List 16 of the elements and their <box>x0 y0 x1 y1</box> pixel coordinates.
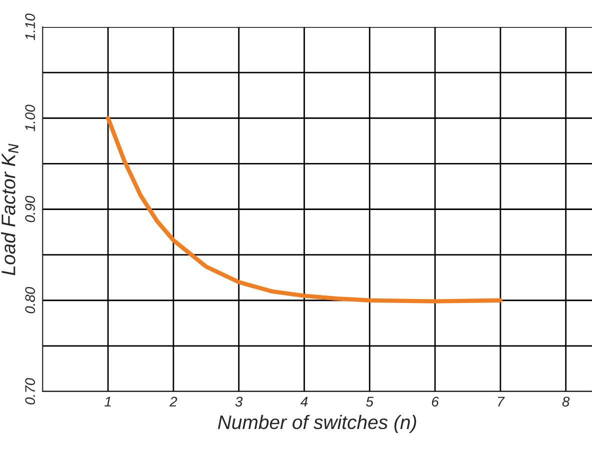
x-axis-title: Number of switches (n) <box>218 414 416 433</box>
x-tick-label: 4 <box>300 396 308 406</box>
x-tick-label: 7 <box>498 396 505 406</box>
x-tick-label: 3 <box>235 396 243 407</box>
y-tick-label: 0.70 <box>25 378 36 404</box>
line-series <box>106 116 503 304</box>
x-tick-label: 2 <box>169 396 178 406</box>
x-tick-label: 6 <box>432 396 439 407</box>
y-tick-label: 0.80 <box>25 286 36 314</box>
y-tick-label: 0.90 <box>25 196 36 222</box>
x-tick-label: 8 <box>562 396 570 407</box>
y-axis-title: Load Factor K$_{N}$ <box>1 144 18 276</box>
y-tick-label: 1.00 <box>25 104 36 132</box>
x-tick-label: 1 <box>104 396 111 406</box>
y-tick-label: 1.10 <box>25 14 36 40</box>
x-tick-label: 5 <box>366 396 374 407</box>
